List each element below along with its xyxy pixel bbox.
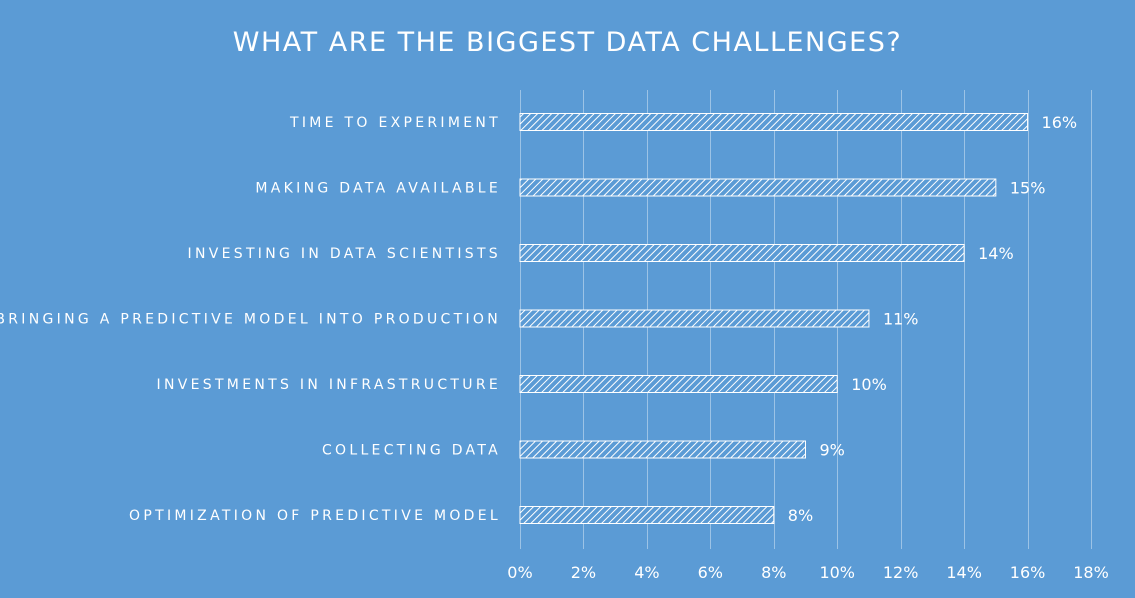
category-labels: TIME TO EXPERIMENT MAKING DATA AVAILABLE I… xyxy=(0,115,501,524)
x-tick-label: 10% xyxy=(819,563,855,582)
x-tick-label: 14% xyxy=(946,563,982,582)
bar xyxy=(519,375,838,393)
data-label: 11% xyxy=(883,310,919,329)
bar xyxy=(519,506,775,524)
chart-title: WHAT ARE THE BIGGEST DATA CHALLENGES? xyxy=(232,27,903,58)
bar xyxy=(519,309,870,328)
x-axis-tick-labels: 0% 2% 4% 6% 8% 10% 12% 14% 16% 18% xyxy=(507,563,1108,582)
category-label: COLLECTING DATA xyxy=(322,443,501,459)
x-tick-label: 6% xyxy=(698,563,723,582)
category-label: INVESTMENTS IN INFRASTRUCTURE xyxy=(157,377,501,393)
x-tick-label: 0% xyxy=(507,563,532,582)
bar xyxy=(519,178,997,197)
data-label: 15% xyxy=(1010,179,1046,198)
category-label: MAKING DATA AVAILABLE xyxy=(255,181,501,197)
category-label: TIME TO EXPERIMENT xyxy=(289,115,501,131)
data-label: 10% xyxy=(851,375,887,394)
x-tick-label: 4% xyxy=(634,563,659,582)
category-label: BRINGING A PREDICTIVE MODEL INTO PRODUCT… xyxy=(0,312,501,328)
x-tick-label: 2% xyxy=(571,563,596,582)
bars xyxy=(519,113,1029,524)
category-label: OPTIMIZATION OF PREDICTIVE MODEL xyxy=(129,508,501,524)
bar xyxy=(519,440,806,459)
x-tick-label: 8% xyxy=(761,563,786,582)
x-tick-label: 16% xyxy=(1010,563,1046,582)
data-label: 8% xyxy=(788,506,813,525)
data-labels: 16% 15% 14% 11% 10% 9% 8% xyxy=(788,113,1077,525)
bar xyxy=(519,113,1029,131)
data-label: 16% xyxy=(1042,113,1078,132)
data-label: 9% xyxy=(820,441,845,460)
data-label: 14% xyxy=(978,244,1014,263)
category-label: INVESTING IN DATA SCIENTISTS xyxy=(188,246,501,262)
x-tick-label: 12% xyxy=(883,563,919,582)
x-tick-label: 18% xyxy=(1073,563,1109,582)
bar xyxy=(519,244,965,262)
